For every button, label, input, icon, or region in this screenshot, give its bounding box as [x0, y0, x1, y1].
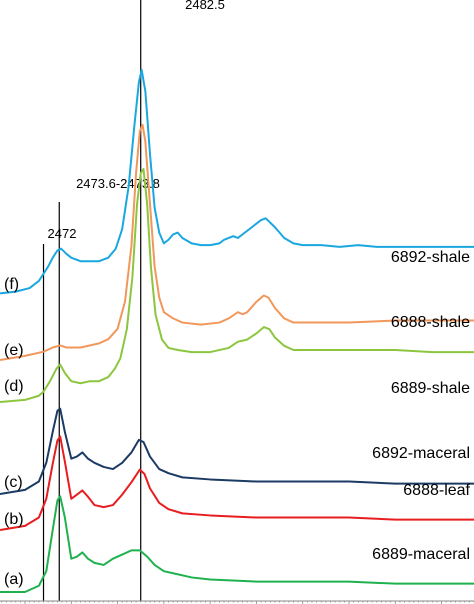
series-line-6888-shale	[0, 123, 474, 361]
series-label-6888-shale: 6888-shale	[391, 314, 470, 331]
series-letter-b: (b)	[4, 511, 24, 528]
series-label-6889-maceral: 6889-maceral	[372, 546, 470, 563]
reference-lines: 2472 2473.6-2473.8 2482.5	[42, 0, 225, 601]
series-label-6892-shale: 6892-shale	[391, 249, 470, 266]
reference-label-2482-5: 2482.5	[185, 0, 225, 12]
series-line-6888-leaf	[0, 435, 474, 531]
series-line-6889-maceral	[0, 495, 474, 593]
x-axis-ticks	[1, 601, 474, 604]
series-letter-c: (c)	[4, 474, 23, 491]
series-line-6889-shale	[0, 168, 474, 403]
series-label-6892-maceral: 6892-maceral	[372, 445, 470, 462]
series-labels: 6892-shale 6888-shale 6889-shale 6892-ma…	[372, 249, 470, 563]
series-lines	[0, 68, 474, 593]
series-letter-d: (d)	[4, 378, 24, 395]
x-axis	[0, 600, 474, 604]
series-letter-a: (a)	[4, 571, 24, 588]
reference-label-2472: 2472	[48, 226, 77, 241]
series-letters: (f) (e) (d) (c) (b) (a)	[4, 276, 24, 588]
series-letter-e: (e)	[4, 342, 24, 359]
series-line-6892-maceral	[0, 407, 474, 495]
series-letter-f: (f)	[4, 276, 19, 293]
series-label-6888-leaf: 6888-leaf	[403, 482, 470, 499]
series-line-6892-shale	[0, 68, 474, 295]
series-label-6889-shale: 6889-shale	[391, 380, 470, 397]
